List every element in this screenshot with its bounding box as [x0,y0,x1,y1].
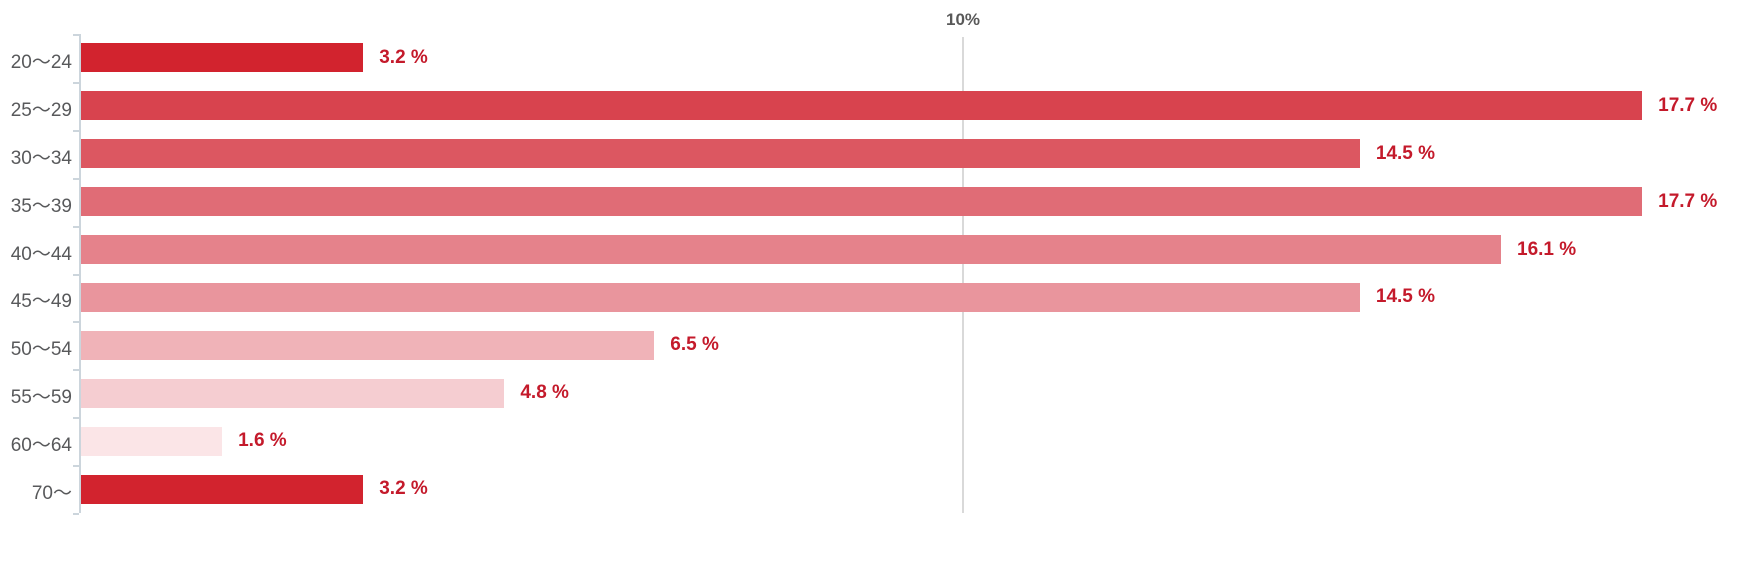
y-axis-tick [73,129,79,132]
y-axis-tick [73,34,79,36]
bar-row: 50〜54 6.5 % [0,321,1739,369]
category-label: 20〜24 [10,51,72,73]
bar-row: 25〜29 17.7 % [0,82,1739,130]
bar-segment [81,235,1502,265]
y-axis-tick [73,369,79,372]
y-axis-tick [73,513,79,515]
bar-row: 35〜39 17.7 % [0,178,1739,226]
category-label: 60〜64 [10,435,72,457]
value-label: 17.7 % [1658,94,1718,116]
value-label: 6.5 % [670,334,719,356]
category-label: 35〜39 [10,195,72,217]
bar-segment [81,330,655,360]
bar-segment [81,474,364,504]
value-label: 17.7 % [1658,190,1718,212]
y-axis-tick [73,81,79,84]
bar-row: 60〜64 1.6 % [0,417,1739,465]
bar-segment [81,282,1360,312]
bar-row: 40〜44 16.1 % [0,226,1739,274]
bar-row: 45〜49 14.5 % [0,274,1739,322]
value-label: 4.8 % [520,382,569,404]
bar-row: 20〜24 3.2 % [0,34,1739,82]
gridline-10pct [962,37,964,513]
category-label: 40〜44 [10,243,72,265]
value-label: 3.2 % [379,478,428,500]
y-axis-tick [73,273,79,276]
category-label: 25〜29 [10,99,72,121]
y-axis-tick [73,321,79,324]
y-axis-tick [73,225,79,228]
y-axis-tick [73,417,79,420]
category-label: 30〜34 [10,147,72,169]
category-label: 55〜59 [10,387,72,409]
value-label: 16.1 % [1517,238,1577,260]
x-axis-tick-label-10pct: 10% [945,10,981,29]
y-axis-tick [73,177,79,180]
value-label: 14.5 % [1375,286,1436,308]
value-label: 14.5 % [1375,142,1436,164]
category-label: 45〜49 [10,291,72,313]
bar-segment [81,378,505,408]
y-axis-line [79,34,81,513]
bar-segment [81,426,223,456]
value-label: 3.2 % [379,46,428,68]
bar-row: 55〜59 4.8 % [0,369,1739,417]
bar-row: 70〜 3.2 % [0,465,1739,513]
category-label: 50〜54 [10,339,72,361]
bar-segment [81,43,364,73]
bar-row: 30〜34 14.5 % [0,130,1739,178]
category-label: 70〜 [31,483,72,505]
value-label: 1.6 % [238,430,287,452]
bar-segment [81,91,1643,121]
bar-segment [81,139,1360,169]
y-axis-tick [73,465,79,468]
bar-segment [81,187,1643,217]
